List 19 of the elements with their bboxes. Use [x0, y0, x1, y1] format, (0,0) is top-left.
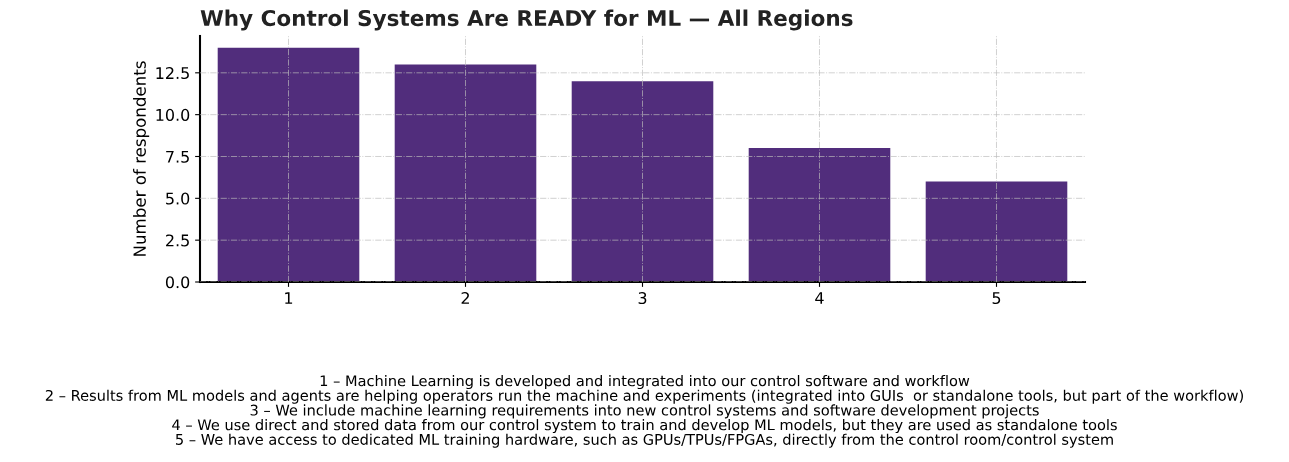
y-tick-label: 12.5: [156, 67, 189, 80]
bar: [748, 148, 891, 282]
y-tick-label: 2.5: [166, 234, 189, 247]
chart-title: Why Control Systems Are READY for ML — All Regions: [200, 9, 853, 31]
y-tick-label: 7.5: [166, 150, 189, 163]
bar: [217, 47, 360, 282]
bar: [925, 181, 1068, 282]
y-tick-label: 10.0: [156, 108, 190, 121]
y-tick-label: 5.0: [166, 192, 190, 205]
x-tick-label: 5: [992, 292, 1001, 305]
y-axis-title: Number of respondents: [133, 61, 150, 256]
x-tick-label: 1: [285, 292, 293, 304]
text: 1 – Machine Learning is developed and integrated into our control software and workflow 2 – Results from ML models and agents are helping operators run the machine and experiments (integrated into GUIs or standalone tools, but part of the workflow) 3 – We include machine learning requirements into new control systems and software development projects 4 – We use direct and stored data from our control system to train and develop ML models, but they are used as standalone tools 5 – We have access to dedicated ML training hardware, such as GPUs/TPUs/FPGAs, directly from the control room/control system: [45, 375, 1243, 448]
bar: [394, 64, 537, 282]
bar: [571, 81, 714, 282]
x-tick-label: 2: [461, 292, 469, 304]
x-tick-label: 4: [815, 292, 824, 304]
y-tick-label: 0.0: [165, 276, 190, 289]
x-tick-label: 3: [638, 292, 647, 305]
